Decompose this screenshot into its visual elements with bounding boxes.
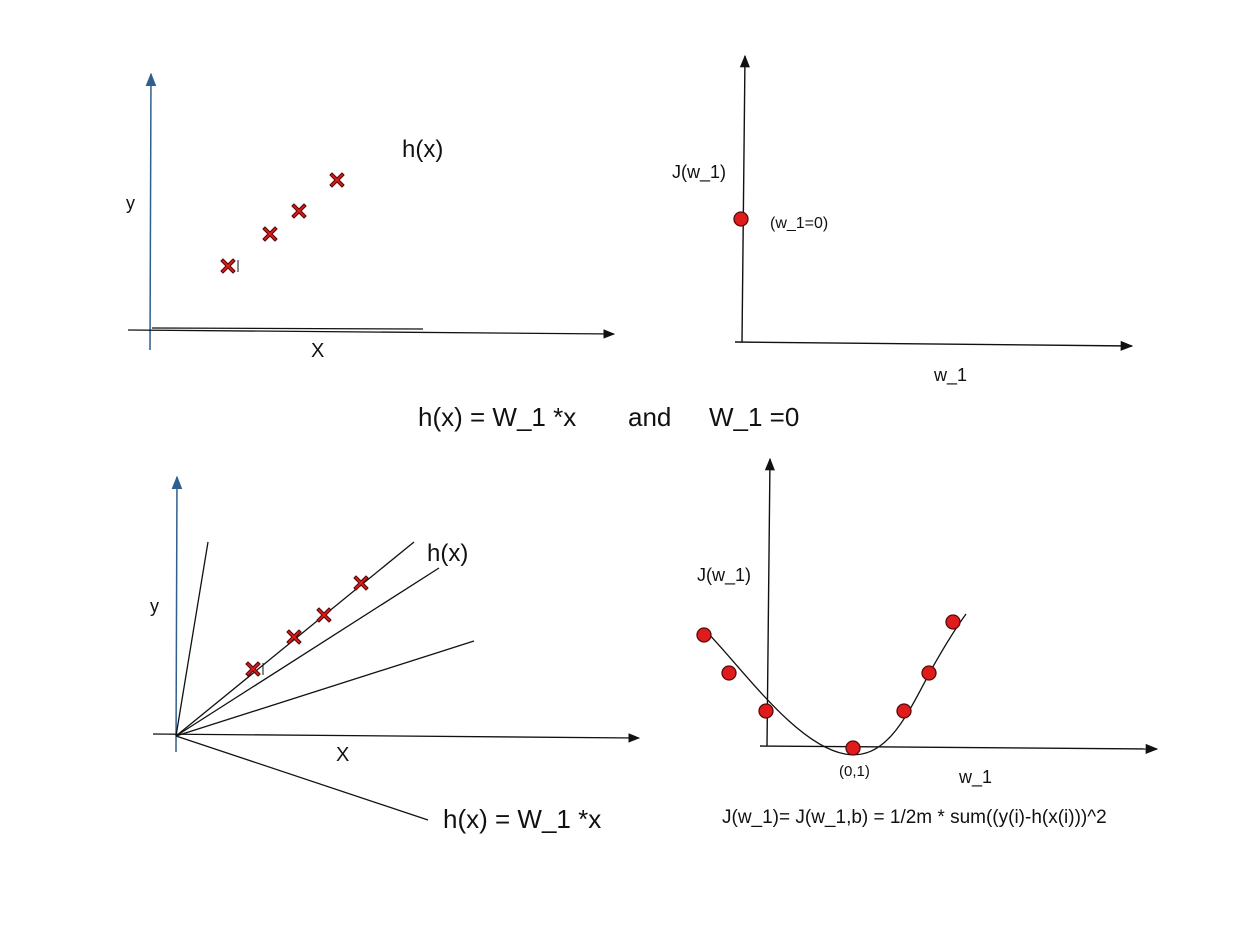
hypothesis-formula: h(x) = W_1 *x: [443, 804, 601, 834]
cost-point: [921, 665, 937, 681]
hypothesis-line-medium: [175, 567, 440, 737]
cost-curve: [702, 613, 967, 756]
x-axis: [734, 340, 1134, 351]
y-axis: [764, 457, 775, 747]
hypothesis-label: h(x): [427, 540, 468, 567]
data-points: [220, 172, 345, 274]
cost-point: [758, 703, 774, 719]
x-axis-label: X: [336, 744, 349, 766]
panel-top-left: y X h(x): [126, 72, 616, 362]
data-point-marker: [316, 607, 332, 623]
panel-bottom-right: J(w_1) w_1 (0,1) J(w_1)= J(w_1,b) = 1/2m…: [696, 457, 1159, 828]
hypothesis-line-steep: [175, 541, 209, 737]
hypothesis-lines: [175, 541, 475, 821]
cost-point: [733, 211, 749, 227]
cost-points: [696, 614, 961, 756]
x-axis-label: w_1: [933, 365, 967, 386]
x-axis: [127, 329, 616, 339]
panel-bottom-left: y X h(x) h(x) = W_1 *x: [150, 475, 641, 834]
y-axis: [171, 475, 183, 753]
x-axis-label: w_1: [958, 767, 992, 788]
hypothesis-label: h(x): [402, 136, 443, 163]
caption-hypothesis: h(x) = W_1 *x: [418, 402, 576, 432]
x-axis: [152, 733, 641, 743]
y-axis-label: y: [126, 193, 135, 213]
panel-top-right: J(w_1) w_1 (w_1=0): [672, 54, 1134, 386]
x-axis: [759, 743, 1159, 754]
caption-connector: and: [628, 402, 671, 432]
caption-weight: W_1 =0: [709, 402, 799, 432]
hypothesis-line-shallow: [175, 640, 475, 737]
cost-point: [945, 614, 961, 630]
data-point-marker: [329, 172, 345, 188]
cost-point-label: (w_1=0): [770, 215, 828, 232]
y-axis-label: y: [150, 596, 159, 616]
y-axis: [145, 72, 157, 351]
cost-formula: J(w_1)= J(w_1,b) = 1/2m * sum((y(i)-h(x(…: [722, 807, 1107, 828]
data-points: [245, 575, 369, 677]
cost-point: [696, 627, 712, 643]
y-axis: [739, 54, 750, 343]
data-point-marker: [291, 203, 307, 219]
y-axis-label: J(w_1): [697, 565, 751, 586]
cost-point: [896, 703, 912, 719]
cost-point-minimum: [845, 740, 861, 756]
middle-caption: h(x) = W_1 *x and W_1 =0: [418, 402, 799, 432]
data-point-marker: [353, 575, 369, 591]
cost-point: [721, 665, 737, 681]
x-axis-label: X: [311, 340, 324, 362]
data-point-marker: [286, 629, 302, 645]
x-axis-overlay-line: [151, 327, 424, 330]
data-point-marker: [262, 226, 278, 242]
data-point-marker: [220, 258, 236, 274]
hypothesis-line-negative: [175, 735, 429, 821]
y-axis-label: J(w_1): [672, 162, 726, 183]
minimum-label: (0,1): [839, 763, 870, 780]
